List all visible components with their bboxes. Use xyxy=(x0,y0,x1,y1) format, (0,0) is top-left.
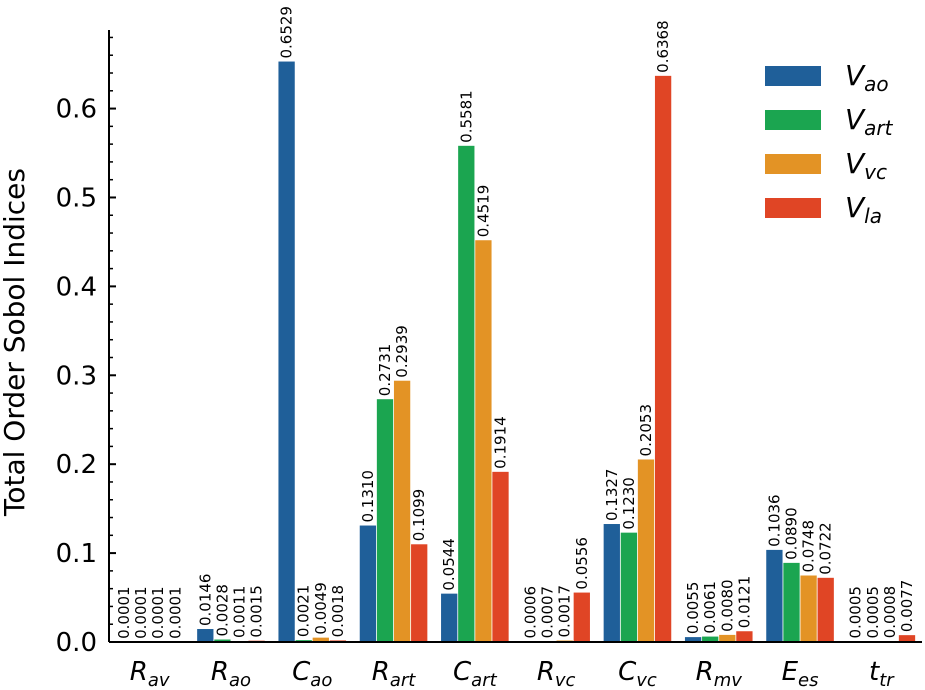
bar-ao-rao xyxy=(197,629,214,642)
data-label-vc-rmv: 0.0080 xyxy=(718,579,736,632)
bar-la-cvc xyxy=(654,75,672,643)
legend-swatch-la xyxy=(765,198,821,218)
x-tick-label-rao: Rao xyxy=(211,657,251,690)
x-tick-label-cao: Cao xyxy=(292,657,332,690)
y-tick-label: 0.3 xyxy=(56,361,97,391)
data-label-ao-rart: 0.1310 xyxy=(359,470,377,523)
data-label-vc-rvc: 0.0017 xyxy=(556,585,574,638)
x-tick-label-rvc: Rvc xyxy=(537,657,576,690)
legend-label-ao: Vao xyxy=(845,59,889,96)
legend-swatch-ao xyxy=(765,66,821,86)
bar-la-rvc xyxy=(573,592,590,642)
bar-ao-ees xyxy=(766,549,783,642)
data-label-vc-rav: 0.0001 xyxy=(149,586,167,639)
x-tick-label-rart: Rart xyxy=(372,657,417,690)
data-label-la-rao: 0.0015 xyxy=(248,585,266,638)
data-label-art-rvc: 0.0007 xyxy=(539,586,557,639)
data-labels-layer: 0.0001 0.0001 0.0001 0.0001 0.0146 0.0028 0.00… xyxy=(115,6,916,639)
bar-la-ees xyxy=(817,577,834,642)
bars-layer xyxy=(115,61,916,643)
bar-ao-cvc xyxy=(603,524,620,642)
y-tick-label: 0.5 xyxy=(56,183,97,213)
data-label-la-rvc: 0.0556 xyxy=(573,537,591,590)
bar-la-ttr xyxy=(898,635,916,642)
bar-ao-rmv xyxy=(684,637,702,642)
y-tick-label: 0.2 xyxy=(56,450,97,480)
data-label-vc-cao: 0.0049 xyxy=(312,582,330,635)
legend-swatch-vc xyxy=(765,154,821,174)
x-tick-label-rav: Rav xyxy=(130,657,170,690)
data-label-ao-ttr: 0.0005 xyxy=(847,586,865,639)
bar-vc-cart xyxy=(475,240,492,643)
data-label-art-cart: 0.5581 xyxy=(457,90,475,143)
data-label-art-rmv: 0.0061 xyxy=(701,581,719,634)
y-tick-label: 0.4 xyxy=(56,272,97,302)
data-label-la-cvc: 0.6368 xyxy=(654,20,672,73)
x-tick-label-ees: Ees xyxy=(782,657,819,690)
data-label-la-rart: 0.1099 xyxy=(410,489,428,542)
data-label-ao-cart: 0.0544 xyxy=(440,538,458,591)
bar-art-ees xyxy=(783,562,800,642)
data-label-vc-ees: 0.0748 xyxy=(800,520,818,573)
y-tick-label: 0.1 xyxy=(56,539,97,569)
data-label-la-cart: 0.1914 xyxy=(492,416,510,469)
bar-art-rart xyxy=(376,399,394,642)
x-tick-label-ttr: ttr xyxy=(869,657,895,690)
x-tick-label-cvc: Cvc xyxy=(618,657,657,690)
bar-art-rao xyxy=(214,639,231,642)
legend-label-vc: Vvc xyxy=(845,147,887,184)
data-label-ao-rmv: 0.0055 xyxy=(684,582,702,635)
data-label-art-cao: 0.0021 xyxy=(295,585,313,638)
data-label-ao-rav: 0.0001 xyxy=(115,586,133,639)
bar-art-cart xyxy=(458,145,475,642)
x-tick-label-rmv: Rmv xyxy=(696,657,743,690)
bar-vc-cvc xyxy=(637,459,655,642)
bar-art-rmv xyxy=(702,636,719,642)
data-label-vc-ttr: 0.0008 xyxy=(881,586,899,639)
data-label-ao-cao: 0.6529 xyxy=(278,6,296,59)
bar-la-cart xyxy=(492,471,509,642)
bar-vc-cao xyxy=(312,637,329,642)
data-label-art-rav: 0.0001 xyxy=(132,586,150,639)
data-label-la-rmv: 0.0121 xyxy=(735,576,753,629)
bar-la-rmv xyxy=(736,631,753,642)
data-label-ao-cvc: 0.1327 xyxy=(603,469,621,522)
axes-layer: 0.0 0.1 0.2 0.3 0.4 0.5 0.6 Rav Rao Cao Rart Cart Rv… xyxy=(56,30,922,690)
legend-label-la: Vla xyxy=(845,191,882,228)
data-label-vc-cvc: 0.2053 xyxy=(637,404,655,457)
data-label-ao-rvc: 0.0006 xyxy=(522,586,540,639)
bar-vc-rmv xyxy=(719,634,736,642)
data-label-art-cvc: 0.1230 xyxy=(620,477,638,530)
bar-ao-cart xyxy=(441,593,458,642)
y-tick-label: 0.6 xyxy=(56,95,97,125)
data-label-vc-cart: 0.4519 xyxy=(474,185,492,238)
data-label-vc-rart: 0.2939 xyxy=(393,325,411,378)
bar-ao-rart xyxy=(359,525,377,642)
data-label-ao-rao: 0.0146 xyxy=(196,574,214,627)
legend-label-art: Vart xyxy=(845,103,894,140)
bar-vc-ees xyxy=(800,575,817,642)
y-axis-label: Total Order Sobol Indices xyxy=(0,168,31,517)
data-label-art-rart: 0.2731 xyxy=(376,344,394,397)
x-tick-label-cart: Cart xyxy=(453,657,498,690)
data-label-la-ttr: 0.0077 xyxy=(898,580,916,633)
bar-art-cvc xyxy=(620,532,638,642)
data-label-la-rav: 0.0001 xyxy=(166,586,184,639)
data-label-la-ees: 0.0722 xyxy=(817,522,835,575)
data-label-art-ees: 0.0890 xyxy=(783,507,801,560)
data-label-art-ttr: 0.0005 xyxy=(864,586,882,639)
bar-la-rart xyxy=(411,544,428,642)
bar-vc-rart xyxy=(393,380,411,642)
bar-ao-cao xyxy=(278,61,295,643)
data-label-art-rao: 0.0028 xyxy=(213,584,231,637)
legend-swatch-art xyxy=(765,110,821,130)
data-label-vc-rao: 0.0011 xyxy=(231,586,249,639)
legend: Vao Vart Vvc Vla xyxy=(765,59,894,228)
y-tick-label: 0.0 xyxy=(56,628,97,658)
data-label-la-cao: 0.0018 xyxy=(329,585,347,638)
data-label-ao-ees: 0.1036 xyxy=(765,494,783,547)
